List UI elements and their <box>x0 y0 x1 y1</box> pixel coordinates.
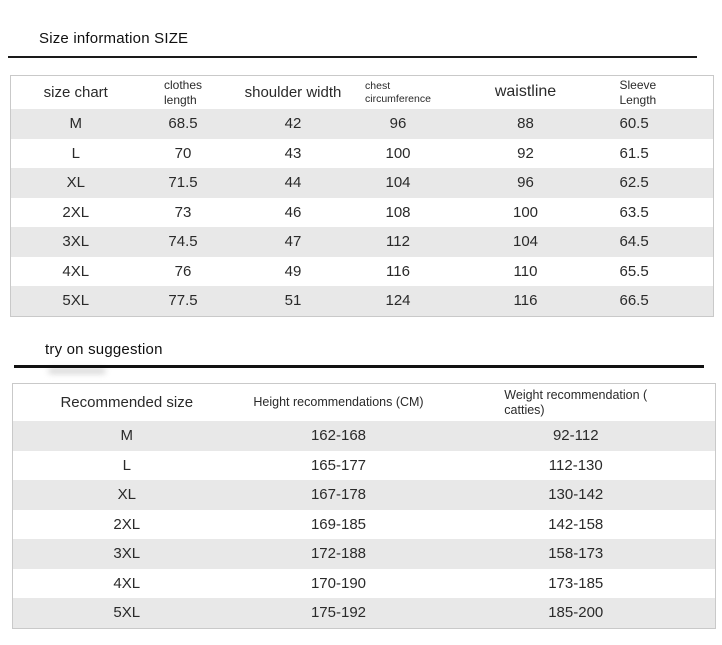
col-header-clothes-length: clothes length <box>163 78 203 107</box>
cell-size: 5XL <box>10 286 141 316</box>
cell-weight-range: 173-185 <box>548 574 604 592</box>
cell-weight-range: 142-158 <box>548 515 604 533</box>
cell-waistline: 88 <box>435 109 616 139</box>
size-row-l: L 70 43 100 92 61.5 <box>11 139 714 169</box>
size-table-header-row: size chart clothes length shoulder width… <box>11 76 714 110</box>
size-row-2xl: 2XL 73 46 108 100 63.5 <box>11 198 714 228</box>
cell-shoulder-width: 46 <box>284 203 302 221</box>
cell-clothes-length: 70 <box>174 144 192 162</box>
cell-shoulder-width: 49 <box>284 262 302 280</box>
cell-waistline: 104 <box>435 227 616 257</box>
cell-weight-range: 185-200 <box>436 598 716 628</box>
cell-chest: 100 <box>385 144 411 162</box>
cell-height-range: 172-188 <box>240 539 437 569</box>
cell-clothes-length: 76 <box>174 262 192 280</box>
tryon-row-4xl: 4XL 170-190 173-185 <box>13 569 716 599</box>
cell-height-range: 167-178 <box>240 480 437 510</box>
cell-height-range: 170-190 <box>310 574 367 592</box>
cell-size: 4XL <box>62 262 90 280</box>
cell-weight-range: 130-142 <box>436 480 716 510</box>
cell-waistline: 96 <box>435 168 616 198</box>
cell-sleeve: 61.5 <box>619 144 649 162</box>
cell-size: 3XL <box>12 539 241 569</box>
cell-height-range: 165-177 <box>310 456 367 474</box>
size-row-m: M 68.5 42 96 88 60.5 <box>10 109 714 139</box>
cell-clothes-length: 77.5 <box>140 286 226 316</box>
size-row-5xl: 5XL 77.5 51 124 116 66.5 <box>10 286 714 316</box>
tryon-table-header-row: Recommended size Height recommendations … <box>13 384 716 422</box>
cell-size: 3XL <box>10 227 141 257</box>
cell-height-range: 162-168 <box>240 421 437 451</box>
cell-size: 5XL <box>12 598 241 628</box>
cell-size: L <box>71 144 80 162</box>
cell-weight-range: 158-173 <box>436 539 716 569</box>
size-row-xl: XL 71.5 44 104 96 62.5 <box>10 168 714 198</box>
col-header-waistline: waistline <box>494 83 557 101</box>
col-header-shoulder-width: shoulder width <box>244 83 342 101</box>
cell-waistline: 100 <box>512 203 539 221</box>
tryon-row-2xl: 2XL 169-185 142-158 <box>13 510 716 540</box>
cell-size: XL <box>10 168 141 198</box>
cell-waistline: 110 <box>513 262 538 280</box>
cell-size: M <box>12 421 241 451</box>
cell-size: XL <box>12 480 241 510</box>
size-section-title: Size information SIZE <box>39 30 189 47</box>
col-header-weight-recommendation: Weight recommendation ( catties) <box>504 387 648 417</box>
cell-clothes-length: 74.5 <box>140 227 226 257</box>
col-header-chest-circumference: chest circumference <box>365 80 431 105</box>
cell-waistline: 92 <box>517 144 534 162</box>
cell-height-range: 175-192 <box>240 598 437 628</box>
cell-sleeve: 65.5 <box>619 262 649 280</box>
size-row-3xl: 3XL 74.5 47 112 104 64.5 <box>10 227 714 257</box>
tryon-row-xl: XL 167-178 130-142 <box>12 480 716 510</box>
cell-sleeve: 64.5 <box>615 227 714 257</box>
col-header-recommended-size: Recommended size <box>60 393 194 411</box>
tryon-section-title: try on suggestion <box>45 341 163 358</box>
section-divider <box>14 365 704 368</box>
tryon-table: Recommended size Height recommendations … <box>12 383 716 629</box>
cell-size: 4XL <box>113 574 141 592</box>
cell-chest: 108 <box>385 203 411 221</box>
cell-chest: 96 <box>360 109 436 139</box>
cell-chest: 112 <box>360 227 436 257</box>
cell-shoulder-width: 47 <box>225 227 361 257</box>
cell-sleeve: 63.5 <box>619 203 649 221</box>
cell-clothes-length: 71.5 <box>140 168 226 198</box>
cell-shoulder-width: 51 <box>225 286 361 316</box>
cell-clothes-length: 68.5 <box>140 109 226 139</box>
cell-height-range: 169-185 <box>310 515 367 533</box>
cell-waistline: 116 <box>435 286 616 316</box>
cell-shoulder-width: 43 <box>284 144 302 162</box>
cell-sleeve: 62.5 <box>615 168 714 198</box>
cell-size: L <box>122 456 131 474</box>
size-row-4xl: 4XL 76 49 116 110 65.5 <box>11 257 714 287</box>
cell-sleeve: 60.5 <box>615 109 714 139</box>
col-header-height-recommendations: Height recommendations (CM) <box>253 395 424 410</box>
cell-sleeve: 66.5 <box>615 286 714 316</box>
section-divider <box>8 56 697 58</box>
cell-size: 2XL <box>62 203 90 221</box>
cell-size: M <box>10 109 141 139</box>
cell-weight-range: 112-130 <box>548 456 603 474</box>
cell-size: 2XL <box>113 515 141 533</box>
tryon-row-l: L 165-177 112-130 <box>13 451 716 481</box>
tryon-row-5xl: 5XL 175-192 185-200 <box>12 598 716 628</box>
tryon-row-3xl: 3XL 172-188 158-173 <box>12 539 716 569</box>
cell-shoulder-width: 42 <box>225 109 361 139</box>
size-table: size chart clothes length shoulder width… <box>10 75 714 317</box>
cell-chest: 116 <box>386 262 410 280</box>
cell-shoulder-width: 44 <box>225 168 361 198</box>
cell-chest: 104 <box>360 168 436 198</box>
col-header-size-chart: size chart <box>43 83 108 101</box>
tryon-row-m: M 162-168 92-112 <box>12 421 716 451</box>
col-header-sleeve-length: Sleeve Length <box>619 78 657 107</box>
cell-clothes-length: 73 <box>174 203 192 221</box>
watermark-smudge <box>48 368 106 374</box>
cell-weight-range: 92-112 <box>436 421 716 451</box>
cell-chest: 124 <box>360 286 436 316</box>
